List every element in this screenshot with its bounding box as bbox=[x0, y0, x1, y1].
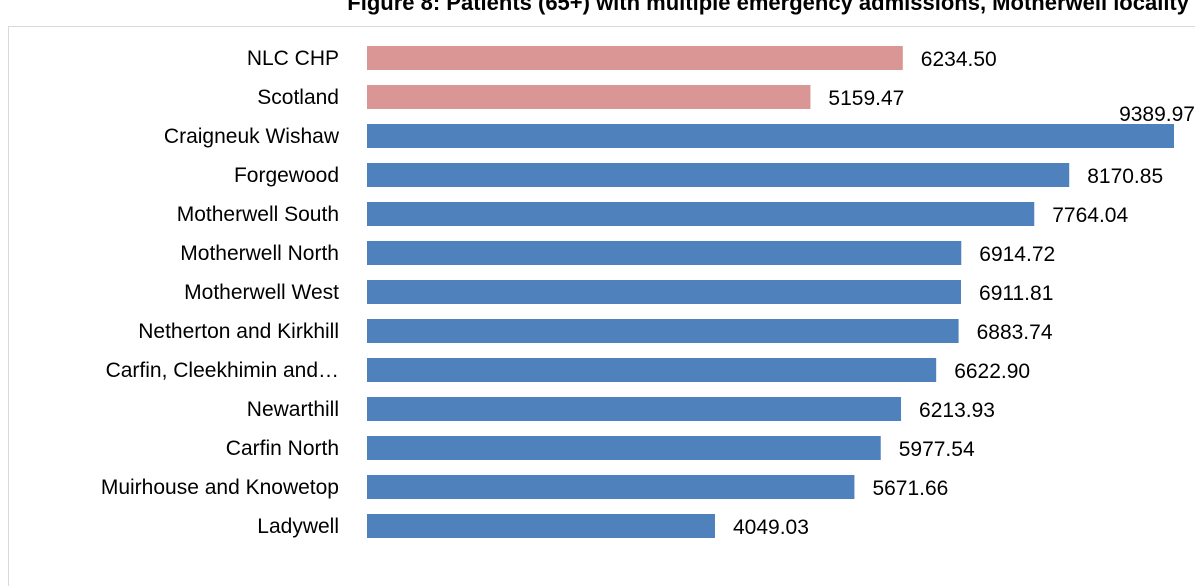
bar-craigneuk-wishaw bbox=[367, 124, 1174, 148]
category-label-craigneuk-wishaw: Craigneuk Wishaw bbox=[164, 125, 340, 148]
bar-motherwell-west bbox=[367, 280, 962, 304]
value-label-nlc-chp: 6234.50 bbox=[921, 48, 997, 71]
bar-ladywell bbox=[367, 514, 715, 538]
value-label-forgewood: 8170.85 bbox=[1087, 165, 1163, 188]
category-label-netherton-and-kirkhill: Netherton and Kirkhill bbox=[138, 320, 339, 343]
bar-newarthill bbox=[367, 397, 902, 421]
value-label-motherwell-south: 7764.04 bbox=[1052, 204, 1128, 227]
category-label-motherwell-west: Motherwell West bbox=[184, 281, 339, 304]
value-label-scotland: 5159.47 bbox=[828, 87, 904, 110]
bar-carfin-cleekhimin-and bbox=[367, 358, 937, 382]
category-labels: NLC CHP Scotland Craigneuk Wishaw Forgewood… bbox=[101, 47, 340, 538]
category-label-muirhouse-and-knowetop: Muirhouse and Knowetop bbox=[101, 476, 339, 499]
category-label-newarthill: Newarthill bbox=[247, 398, 339, 421]
bar-motherwell-south bbox=[367, 202, 1035, 226]
bar-nlc-chp bbox=[367, 46, 903, 70]
value-label-carfin-north: 5977.54 bbox=[899, 438, 975, 461]
plot-area-frame bbox=[8, 26, 1195, 586]
category-label-motherwell-south: Motherwell South bbox=[177, 203, 339, 226]
bars-layer bbox=[367, 46, 1174, 538]
bar-netherton-and-kirkhill bbox=[367, 319, 959, 343]
bar-muirhouse-and-knowetop bbox=[367, 475, 855, 499]
category-label-nlc-chp: NLC CHP bbox=[247, 47, 339, 70]
bar-carfin-north bbox=[367, 436, 881, 460]
value-label-ladywell: 4049.03 bbox=[733, 516, 809, 539]
value-label-muirhouse-and-knowetop: 5671.66 bbox=[872, 477, 948, 500]
value-label-carfin-cleekhimin-and: 6622.90 bbox=[954, 360, 1030, 383]
value-label-motherwell-north: 6914.72 bbox=[979, 243, 1055, 266]
category-label-ladywell: Ladywell bbox=[257, 515, 339, 538]
chart-title: Figure 8: Patients (65+) with multiple e… bbox=[347, 0, 1189, 15]
category-label-carfin-cleekhimin-and: Carfin, Cleekhimin and… bbox=[106, 359, 339, 382]
value-label-netherton-and-kirkhill: 6883.74 bbox=[977, 321, 1053, 344]
value-labels: 6234.50 5159.47 9389.97 8170.85 7764.04 6914.… bbox=[733, 48, 1195, 539]
category-label-scotland: Scotland bbox=[257, 86, 339, 109]
category-label-forgewood: Forgewood bbox=[234, 164, 339, 187]
value-label-motherwell-west: 6911.81 bbox=[979, 282, 1053, 305]
value-label-newarthill: 6213.93 bbox=[919, 399, 995, 422]
category-label-carfin-north: Carfin North bbox=[226, 437, 339, 460]
bar-scotland bbox=[367, 85, 811, 109]
category-label-motherwell-north: Motherwell North bbox=[180, 242, 339, 265]
value-label-craigneuk-wishaw: 9389.97 bbox=[1119, 103, 1195, 126]
bar-forgewood bbox=[367, 163, 1070, 187]
bar-motherwell-north bbox=[367, 241, 962, 265]
